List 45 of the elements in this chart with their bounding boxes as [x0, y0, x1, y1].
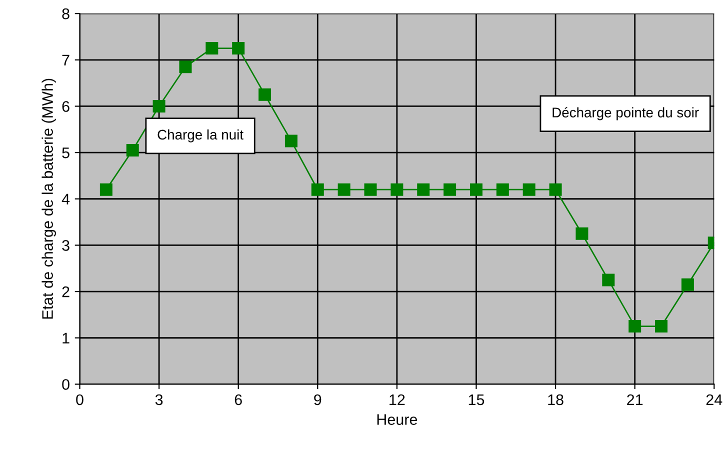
point — [444, 183, 456, 196]
point — [655, 320, 668, 333]
y-axis-title: Etat de charge de la batterie (MWh) — [42, 78, 56, 319]
point — [311, 183, 324, 196]
point — [496, 183, 509, 196]
y-tick-label: 3 — [62, 240, 70, 251]
x-tick-label: 24 — [706, 394, 722, 405]
y-tick-label: 5 — [62, 148, 70, 158]
point — [390, 183, 404, 196]
x-tick-label: 0 — [76, 394, 84, 406]
point — [284, 134, 298, 148]
x-tick-label: 12 — [390, 394, 405, 405]
x-tick-label: 3 — [155, 394, 163, 406]
point — [258, 88, 272, 101]
y-tick-label: 8 — [62, 8, 70, 20]
y-tick-label: 7 — [62, 54, 70, 66]
y-tick-label: 2 — [62, 286, 70, 298]
x-tick-label: 6 — [234, 394, 242, 406]
point — [232, 42, 245, 55]
point — [522, 183, 536, 196]
point — [179, 60, 192, 74]
x-tick-label: 21 — [627, 394, 643, 405]
point — [602, 274, 615, 286]
x-tick-label: 9 — [314, 394, 322, 406]
annotation: Décharge pointe du soir — [552, 107, 699, 120]
point — [100, 183, 112, 196]
annotation: Charge la nuit — [158, 129, 244, 142]
point — [576, 227, 588, 240]
point — [152, 100, 166, 112]
point — [206, 42, 218, 55]
point — [126, 144, 139, 156]
y-tick-label: 4 — [62, 194, 70, 204]
point — [364, 183, 377, 196]
x-tick-label: 15 — [468, 394, 484, 406]
point — [628, 320, 642, 333]
point — [338, 183, 350, 196]
point — [549, 183, 562, 196]
y-tick-label: 6 — [62, 101, 70, 112]
y-tick-label: 1 — [62, 332, 70, 344]
y-tick-label: 0 — [62, 379, 70, 390]
point — [470, 183, 482, 196]
point — [417, 183, 430, 196]
point — [681, 278, 694, 291]
x-axis-title: Heure — [377, 414, 418, 425]
x-tick-label: 18 — [548, 394, 564, 406]
